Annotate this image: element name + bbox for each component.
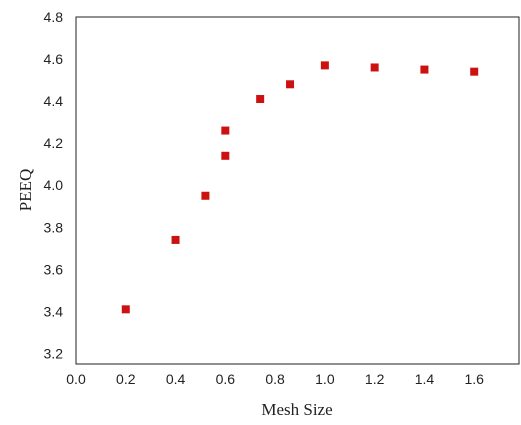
x-tick-label: 0.4 (166, 371, 186, 387)
y-tick-label: 4.0 (44, 177, 64, 193)
x-tick-label: 1.2 (365, 371, 385, 387)
y-tick-label: 4.6 (44, 51, 64, 67)
data-points (121, 61, 479, 314)
y-axis-title: PEEQ (16, 169, 35, 212)
y-tick-label: 4.4 (44, 93, 64, 109)
x-tick-label: 1.0 (315, 371, 335, 387)
y-axis-ticks: 3.2 3.4 3.6 3.8 4.0 4.2 4.4 4.6 4.8 (44, 9, 64, 361)
x-tick-label: 0.2 (116, 371, 136, 387)
x-tick-label: 1.4 (415, 371, 435, 387)
data-point (470, 67, 479, 76)
data-point (320, 61, 329, 70)
x-axis-ticks: 0.0 0.2 0.4 0.6 0.8 1.0 1.2 1.4 1.6 (66, 371, 484, 387)
data-point (420, 65, 429, 74)
y-tick-label: 3.8 (44, 219, 64, 235)
data-point (370, 63, 379, 72)
x-axis-title: Mesh Size (261, 400, 332, 419)
plot-frame (75, 16, 520, 365)
x-tick-label: 1.6 (464, 371, 484, 387)
y-tick-label: 4.8 (44, 9, 64, 25)
data-point (221, 151, 230, 160)
data-point (256, 95, 265, 104)
y-tick-label: 3.6 (44, 261, 64, 277)
x-tick-label: 0.0 (66, 371, 86, 387)
data-point (286, 80, 295, 89)
data-point (171, 235, 180, 244)
x-tick-label: 0.6 (216, 371, 236, 387)
x-tick-label: 0.8 (265, 371, 285, 387)
data-point (221, 126, 230, 135)
y-tick-label: 3.2 (44, 345, 64, 361)
data-point (201, 191, 210, 200)
y-tick-label: 3.4 (44, 303, 64, 319)
y-tick-label: 4.2 (44, 135, 64, 151)
data-point (121, 305, 130, 314)
